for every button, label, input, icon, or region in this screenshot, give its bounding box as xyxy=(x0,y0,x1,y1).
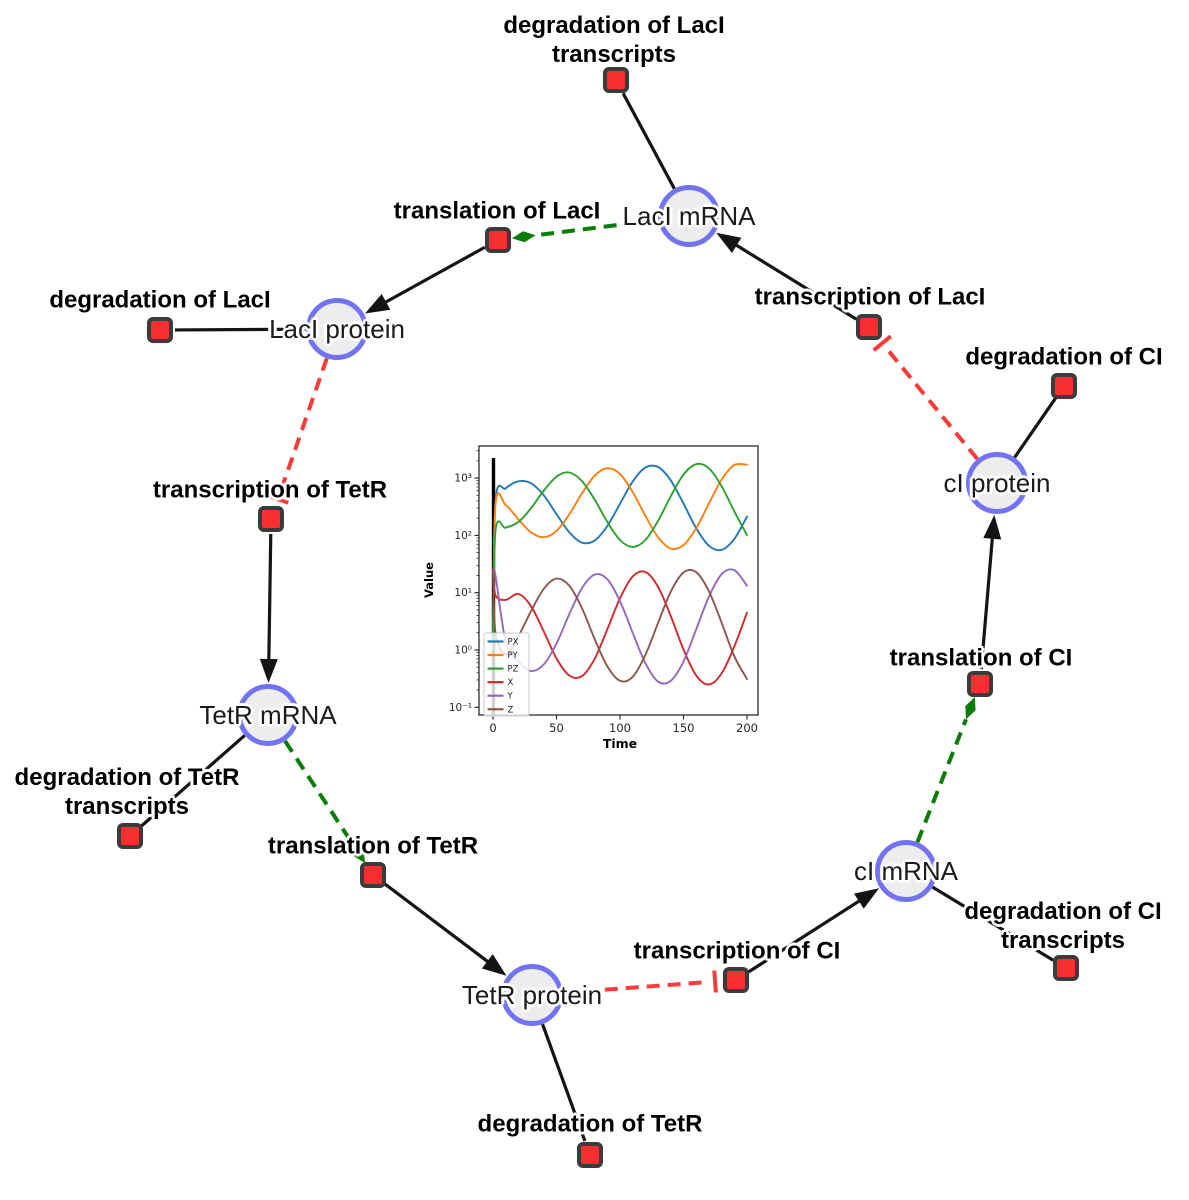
legend: PX PY PZ XYZ xyxy=(483,632,530,717)
species-label-tetR_prot: TetR protein xyxy=(461,980,603,1010)
edge-tl_lacI-lacI_prot xyxy=(365,245,486,314)
edge-tc_lacI-lacI_mrna xyxy=(716,232,858,321)
edge-tc_tetR-tetR_mrna xyxy=(259,533,278,684)
reaction-label-line: transcripts xyxy=(64,793,190,820)
species-label-cI_mrna: cI mRNA xyxy=(854,856,958,886)
edge-tc_cI-cI_mrna xyxy=(747,888,880,974)
reaction-label-line: translation of TetR xyxy=(267,832,479,860)
edge-tetR_mrna-tl_tetR xyxy=(283,739,366,864)
reaction-label-tc_lacI: transcription of LacI xyxy=(755,283,986,312)
reaction-node-deg_lacI[interactable] xyxy=(147,317,173,343)
reaction-label-line: degradation of CI xyxy=(965,343,1163,371)
reaction-label-tc_tetR: transcription of TetR xyxy=(153,476,387,505)
edge-cI_prot-tc_lacI xyxy=(872,334,979,461)
reaction-label-line: degradation of CI xyxy=(964,898,1162,925)
y-tick-label: 10⁻¹ xyxy=(449,702,472,714)
reaction-label-tl_cI: translation of CI xyxy=(890,644,1073,673)
legend-entry-PZ: PZ xyxy=(508,665,519,675)
reaction-node-tc_lacI[interactable] xyxy=(856,314,882,340)
reaction-label-line: degradation of TetR xyxy=(477,1110,703,1138)
edge-cI_prot-deg_cI xyxy=(1013,397,1057,459)
x-tick-label: 200 xyxy=(736,721,758,735)
species-node-tetR_mrna[interactable] xyxy=(237,684,299,746)
reaction-label-line: degradation of LacI xyxy=(49,286,271,314)
reaction-label-deg_tetR: degradation of TetR xyxy=(478,1110,703,1139)
y-tick-label: 10³ xyxy=(454,473,472,485)
reaction-label-line: translation of CI xyxy=(889,644,1073,672)
edge-lacI_prot-deg_lacI xyxy=(174,327,307,332)
edge-lacI_mrna-deg_lacI_tr xyxy=(621,92,676,190)
x-tick-label: 50 xyxy=(549,721,564,735)
x-tick-label: 150 xyxy=(673,721,695,735)
species-node-lacI_prot[interactable] xyxy=(306,298,368,360)
species-node-tetR_prot[interactable] xyxy=(501,964,563,1026)
edge-tetR_prot-tc_cI xyxy=(562,970,718,995)
series-PX xyxy=(492,464,748,651)
species-label-cI_prot: cI protein xyxy=(943,468,1051,498)
reaction-label-line: transcription of LacI xyxy=(754,283,986,311)
reaction-label-line: transcription of TetR xyxy=(152,476,388,504)
y-tick-label: 10² xyxy=(454,530,472,542)
edge-tl_tetR-tetR_prot xyxy=(384,882,507,976)
species-label-lacI_mrna: LacI mRNA xyxy=(622,201,756,231)
edge-lacI_mrna-tl_lacI xyxy=(511,217,659,243)
legend-entry-PX: PX xyxy=(508,638,519,648)
reaction-node-tl_cI[interactable] xyxy=(967,671,993,697)
reaction-node-deg_tetR_tr[interactable] xyxy=(117,823,143,849)
edge-tl_cI-cI_prot xyxy=(979,514,1002,670)
edge-tetR_mrna-deg_tetR_tr xyxy=(140,734,246,828)
legend-entry-X: X xyxy=(508,678,514,688)
edge-tetR_prot-deg_tetR xyxy=(541,1023,587,1142)
reaction-label-deg_tetR_tr: degradation of TetR transcripts xyxy=(15,763,240,821)
species-node-cI_mrna[interactable] xyxy=(875,840,937,902)
reaction-node-deg_tetR[interactable] xyxy=(577,1142,603,1168)
reaction-label-tc_cI: transcription of CI xyxy=(634,937,841,966)
reaction-label-deg_lacI_tr: degradation of LacI transcripts xyxy=(503,11,724,69)
reaction-node-tl_lacI[interactable] xyxy=(485,227,511,253)
reaction-node-tc_cI[interactable] xyxy=(723,967,749,993)
reaction-label-deg_cI: degradation of CI xyxy=(965,343,1162,372)
reaction-label-line: translation of LacI xyxy=(393,197,601,225)
reaction-label-deg_lacI: degradation of LacI xyxy=(49,286,270,315)
reaction-label-line: degradation of LacI xyxy=(503,12,725,39)
species-node-lacI_mrna[interactable] xyxy=(658,185,720,247)
series-X xyxy=(492,568,748,686)
reaction-node-deg_cI_tr[interactable] xyxy=(1053,955,1079,981)
species-node-cI_prot[interactable] xyxy=(966,452,1028,514)
edge-cI_mrna-deg_cI_tr xyxy=(931,885,1055,962)
y-tick-label: 10¹ xyxy=(454,587,472,599)
reaction-node-tc_tetR[interactable] xyxy=(258,506,284,532)
reaction-label-line: transcripts xyxy=(551,41,677,68)
reaction-label-line: degradation of TetR xyxy=(14,764,240,791)
species-label-lacI_prot: LacI protein xyxy=(269,314,405,344)
reaction-label-line: transcripts xyxy=(1000,927,1126,954)
x-tick-label: 100 xyxy=(609,721,631,735)
y-tick-label: 10⁰ xyxy=(454,645,472,657)
edge-lacI_prot-tc_tetR xyxy=(266,357,329,505)
legend-entry-Y: Y xyxy=(507,692,514,702)
reaction-label-tl_tetR: translation of TetR xyxy=(268,832,478,861)
x-tick-label: 0 xyxy=(489,721,496,735)
reaction-node-deg_cI[interactable] xyxy=(1051,373,1077,399)
series-PZ xyxy=(492,462,748,651)
legend-entry-Z: Z xyxy=(508,705,514,715)
reaction-node-tl_tetR[interactable] xyxy=(360,862,386,888)
series-Z xyxy=(492,568,748,683)
x-axis-label: Time xyxy=(603,736,637,751)
series-PY xyxy=(492,462,748,651)
reaction-label-deg_cI_tr: degradation of CI transcripts xyxy=(964,897,1161,955)
reaction-label-tl_lacI: translation of LacI xyxy=(394,197,601,226)
edge-cI_mrna-tl_cI xyxy=(915,697,976,843)
reaction-label-line: transcription of CI xyxy=(633,937,841,965)
reaction-node-deg_lacI_tr[interactable] xyxy=(603,67,629,93)
legend-entry-PY: PY xyxy=(508,651,519,661)
species-label-tetR_mrna: TetR mRNA xyxy=(199,700,337,730)
y-axis-label: Value xyxy=(422,562,436,598)
